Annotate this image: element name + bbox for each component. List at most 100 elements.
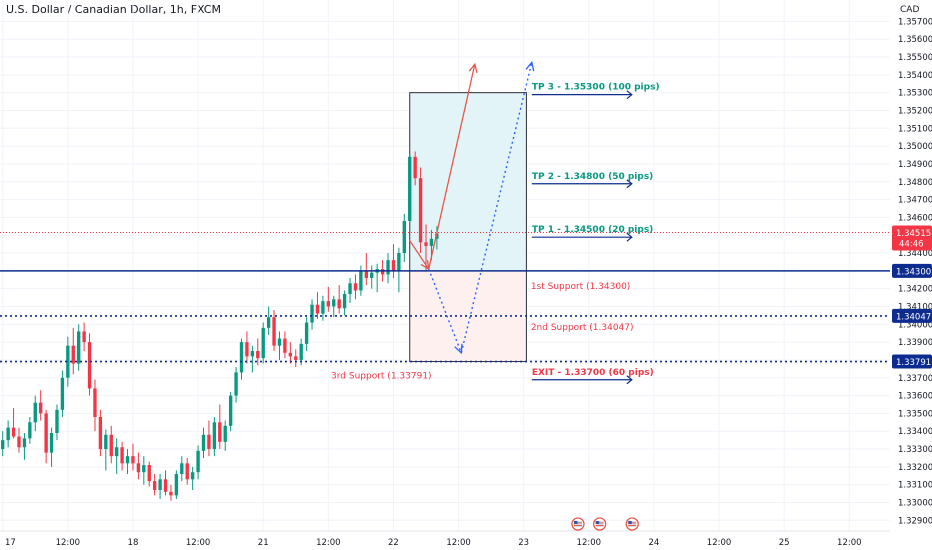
candle: [386, 253, 390, 284]
time-tick-label: 12:00: [446, 538, 471, 548]
candle: [98, 409, 103, 457]
candle-body: [180, 463, 184, 474]
candle-body: [169, 491, 173, 496]
event-icons[interactable]: [571, 517, 639, 531]
time-tick-label: 24: [649, 538, 660, 548]
candle: [218, 404, 222, 450]
price-tick-label: 1.35100: [898, 124, 932, 134]
time-tick-label: 23: [518, 538, 529, 548]
tp2-label: TP 2 - 1.34800 (50 pips): [532, 172, 653, 182]
time-axis[interactable]: 17 12:00 18 12:00 21 12:00 22 12:00 23 12:00 24 12:…: [0, 530, 890, 548]
candle-body: [158, 479, 162, 491]
candle-body: [11, 427, 16, 437]
candle-body: [55, 409, 59, 433]
candle: [22, 432, 27, 460]
flag-canton: [595, 521, 600, 524]
candle-body: [397, 253, 401, 271]
candle-body: [49, 432, 54, 453]
candle-body: [429, 238, 434, 246]
candle: [114, 438, 119, 474]
candle-body: [294, 356, 298, 360]
support-levels: [0, 232, 890, 363]
price-tick-label: 1.33200: [898, 463, 932, 473]
candle-body: [261, 327, 265, 359]
price-tick-label: 1.34000: [898, 320, 932, 330]
us-flag-icon[interactable]: [625, 517, 639, 531]
candle-body: [22, 438, 27, 448]
price-tick-label: 1.33400: [898, 427, 932, 437]
candle-body: [218, 422, 222, 442]
candle: [348, 277, 352, 303]
chart-title: U.S. Dollar / Canadian Dollar, 1h, FXCM: [6, 3, 221, 16]
time-tick-label: 17: [5, 538, 16, 548]
candle-body: [223, 425, 227, 442]
candle-body: [353, 283, 358, 291]
candle: [11, 408, 16, 439]
candle: [17, 427, 21, 453]
candle-body: [277, 338, 282, 346]
current-price-badge[interactable]: [892, 225, 932, 251]
candle: [28, 416, 32, 444]
candle: [375, 263, 379, 293]
candle-body: [190, 472, 195, 480]
price-tick-label: 1.33900: [898, 338, 932, 348]
time-tick-label: 22: [388, 538, 399, 548]
countdown-label: 44:46: [899, 240, 924, 250]
candle-body: [337, 299, 341, 309]
candle: [6, 420, 10, 448]
candle-body: [234, 372, 238, 396]
candle: [1, 431, 5, 457]
candle: [261, 322, 265, 364]
candle-body: [114, 447, 119, 457]
candle-body: [66, 345, 70, 378]
level-badge[interactable]: [892, 263, 932, 278]
candle-body: [71, 345, 75, 364]
us-flag-icon[interactable]: [571, 517, 585, 531]
candle-body: [207, 434, 211, 450]
candle: [131, 443, 135, 471]
candle-body: [402, 220, 406, 254]
candle: [185, 457, 189, 485]
candle-body: [109, 434, 113, 457]
candle-body: [82, 331, 86, 343]
profit-zone: [409, 92, 527, 271]
price-axis[interactable]: CAD 1.35700 1.35600 1.35500 1.35400 1.35300 1.…: [890, 0, 932, 550]
candle: [413, 151, 417, 186]
candle-body: [310, 304, 314, 323]
candle: [44, 409, 48, 464]
candle-body: [391, 260, 396, 271]
candle-body: [98, 416, 103, 450]
price-tick-label: 1.34400: [898, 249, 932, 259]
level-badge-label: 1.34300: [896, 267, 931, 277]
candle-body: [239, 342, 244, 373]
currency-label: CAD: [900, 5, 919, 15]
candle-body: [256, 351, 260, 359]
candle-body: [196, 450, 200, 473]
price-tick-label: 1.34100: [898, 302, 932, 312]
price-tick-label: 1.32900: [898, 516, 932, 526]
candles: [1, 151, 439, 501]
drawings: [409, 60, 535, 356]
candle: [277, 331, 282, 360]
candle-body: [60, 377, 65, 410]
level-badge[interactable]: [892, 308, 932, 323]
us-flag-icon[interactable]: [593, 517, 607, 531]
candle: [250, 345, 255, 373]
tp2-label-arrow-head: [626, 179, 633, 189]
candle-body: [299, 343, 303, 360]
flag-field: [573, 521, 582, 527]
price-tick-label: 1.34900: [898, 160, 932, 170]
candle: [223, 420, 227, 451]
candle: [364, 253, 368, 286]
candle-body: [272, 317, 276, 346]
candle-body: [33, 402, 37, 423]
time-tick-label: 12:00: [316, 538, 341, 548]
candle-body: [413, 156, 417, 179]
candle-body: [185, 463, 189, 480]
candle: [326, 286, 331, 312]
level-badge[interactable]: [892, 354, 932, 369]
candle-body: [315, 304, 320, 314]
price-tick-label: 1.35000: [898, 142, 932, 152]
candle: [82, 322, 86, 352]
